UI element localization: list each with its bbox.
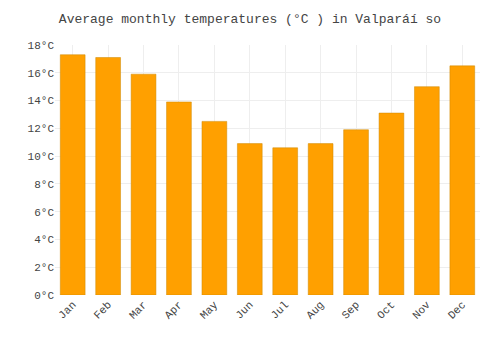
svg-text:16°C: 16°C <box>28 68 55 80</box>
svg-text:2°C: 2°C <box>34 262 54 274</box>
svg-text:Average monthly temperatures (: Average monthly temperatures (°C ) in Va… <box>59 12 441 27</box>
svg-text:Jul: Jul <box>269 299 291 321</box>
svg-text:10°C: 10°C <box>28 151 55 163</box>
svg-text:Feb: Feb <box>92 299 114 321</box>
svg-text:Mar: Mar <box>127 299 149 321</box>
svg-text:Jan: Jan <box>56 299 78 321</box>
svg-text:Nov: Nov <box>410 299 433 322</box>
svg-text:0°C: 0°C <box>34 290 54 302</box>
svg-text:Aug: Aug <box>304 299 326 321</box>
svg-text:14°C: 14°C <box>28 95 55 107</box>
svg-text:Dec: Dec <box>446 299 468 321</box>
svg-text:6°C: 6°C <box>34 207 54 219</box>
svg-text:May: May <box>198 299 221 322</box>
svg-text:12°C: 12°C <box>28 123 55 135</box>
svg-text:Sep: Sep <box>340 299 362 321</box>
svg-text:4°C: 4°C <box>34 234 54 246</box>
svg-text:8°C: 8°C <box>34 179 54 191</box>
svg-text:18°C: 18°C <box>28 40 55 52</box>
svg-text:Jun: Jun <box>233 299 255 321</box>
svg-text:Apr: Apr <box>162 299 184 321</box>
svg-text:Oct: Oct <box>375 299 397 321</box>
